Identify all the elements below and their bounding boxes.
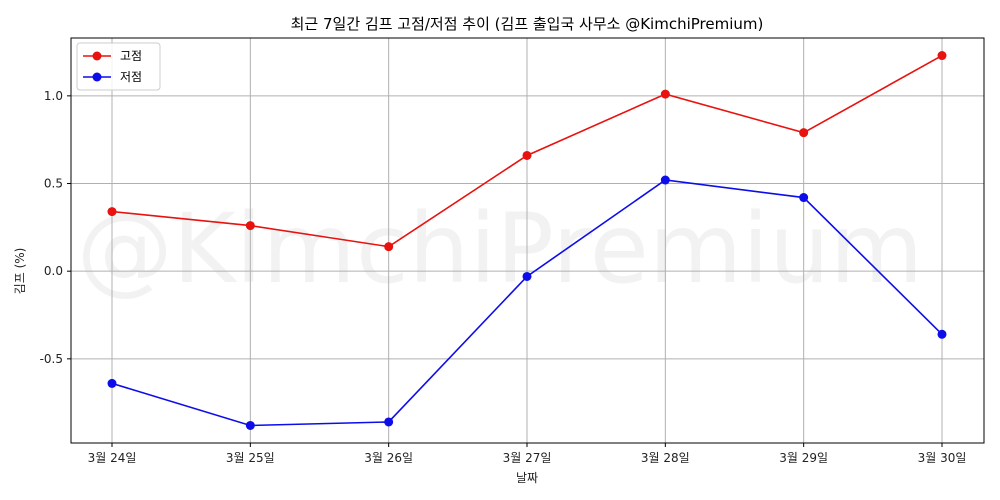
y-tick-label: 0.5 bbox=[44, 177, 63, 191]
grid bbox=[71, 38, 984, 443]
x-axis-label: 날짜 bbox=[516, 471, 538, 485]
data-point-low bbox=[522, 271, 532, 281]
data-point-high bbox=[107, 207, 117, 217]
x-tick-label: 3월 24일 bbox=[88, 451, 137, 465]
legend-label: 고점 bbox=[120, 49, 142, 63]
data-point-high bbox=[799, 128, 809, 138]
y-tick-label: -0.5 bbox=[40, 352, 63, 366]
x-tick-label: 3월 25일 bbox=[226, 451, 275, 465]
legend-marker bbox=[92, 51, 102, 61]
data-point-low bbox=[799, 193, 809, 203]
x-axis: 3월 24일 3월 25일 3월 26일 3월 27일 3월 28일 3월 29일 3월 3… bbox=[88, 443, 967, 465]
y-tick-label: 1.0 bbox=[44, 89, 63, 103]
data-point-low bbox=[245, 420, 255, 430]
y-axis-label: 김프 (%) bbox=[13, 248, 27, 295]
watermark: @KimchiPremium bbox=[77, 193, 924, 305]
x-tick-label: 3월 28일 bbox=[641, 451, 690, 465]
data-point-low bbox=[937, 329, 947, 339]
data-point-low bbox=[384, 417, 394, 427]
x-tick-label: 3월 29일 bbox=[779, 451, 828, 465]
data-point-low bbox=[660, 175, 670, 185]
y-tick-label: 0.0 bbox=[44, 264, 63, 278]
data-point-high bbox=[660, 89, 670, 99]
y-axis: -0.5 0.0 0.5 1.0 bbox=[40, 89, 71, 366]
x-tick-label: 3월 26일 bbox=[364, 451, 413, 465]
legend-label: 저점 bbox=[120, 70, 142, 84]
legend-marker bbox=[92, 72, 102, 82]
data-point-high bbox=[245, 221, 255, 231]
chart-title: 최근 7일간 김프 고점/저점 추이 (김프 출입국 사무소 @KimchiPr… bbox=[291, 15, 764, 33]
x-tick-label: 3월 27일 bbox=[503, 451, 552, 465]
data-point-high bbox=[522, 150, 532, 160]
x-tick-label: 3월 30일 bbox=[918, 451, 967, 465]
legend-box bbox=[76, 42, 161, 91]
data-point-low bbox=[107, 378, 117, 388]
series-layer bbox=[107, 51, 947, 430]
data-point-high bbox=[384, 242, 394, 252]
data-point-high bbox=[937, 51, 947, 61]
